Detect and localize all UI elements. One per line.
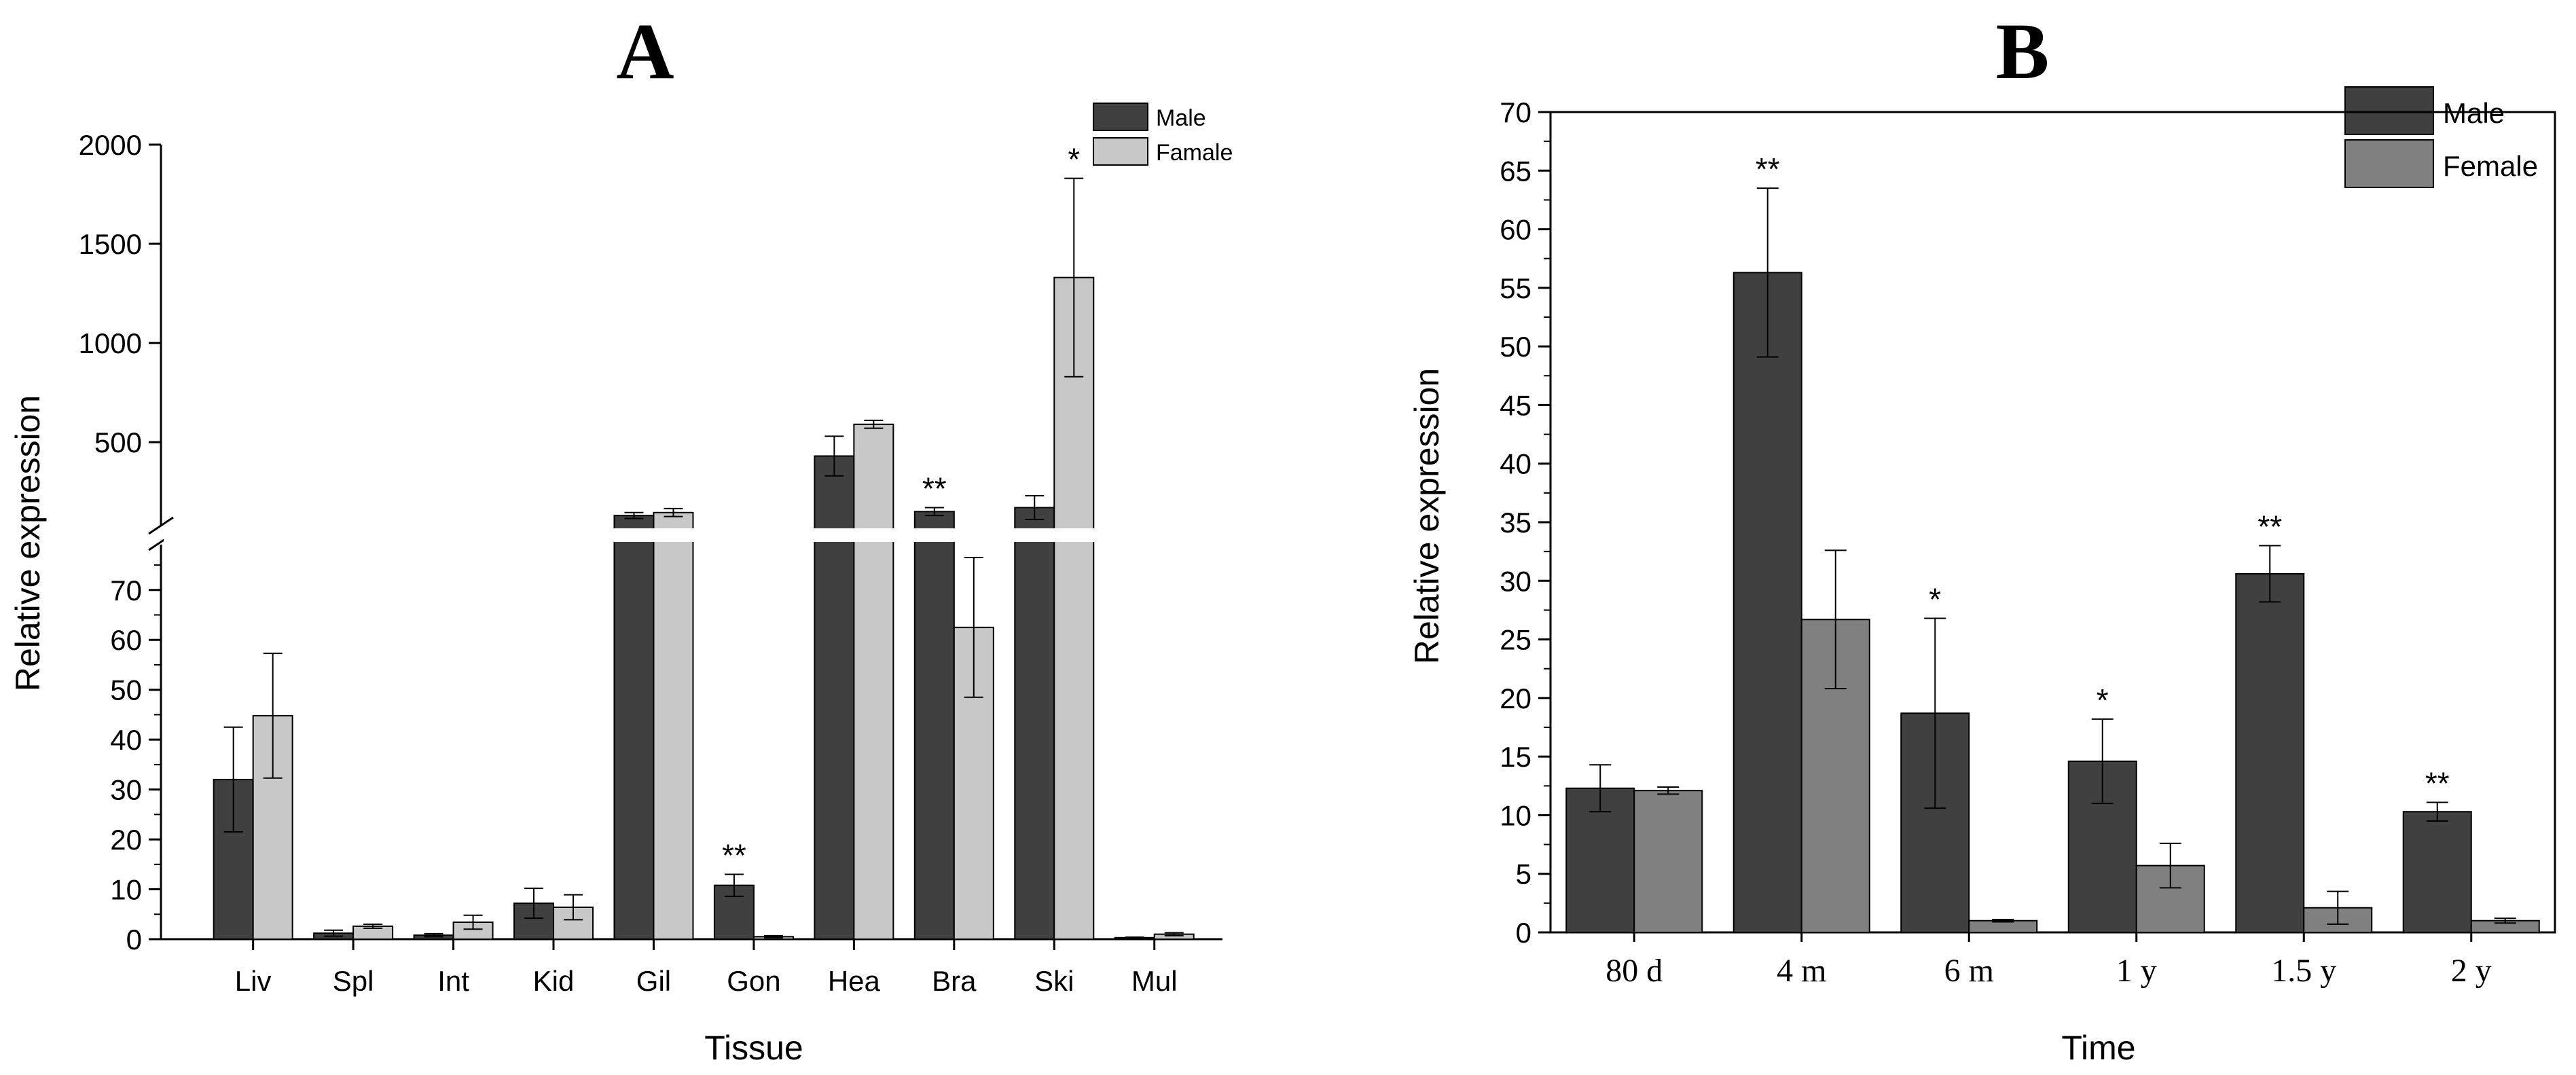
panel-a-y-tick-label: 60 xyxy=(110,624,142,656)
panel-a-label: A xyxy=(616,7,674,96)
significance-marker: ** xyxy=(2257,509,2282,545)
x-tick-label-gon: Gon xyxy=(727,965,780,997)
panel-b-y-tick-label: 30 xyxy=(1500,565,1531,597)
panel-b-y-tick-label: 50 xyxy=(1500,331,1531,363)
panel-b-xlabel: Time xyxy=(2061,1029,2135,1067)
panel-b-y-tick-label: 55 xyxy=(1500,272,1531,304)
legend-label-famale: Famale xyxy=(1156,140,1233,166)
panel-a-y-tick-label: 2000 xyxy=(79,129,142,161)
x-tick-label-int: Int xyxy=(437,965,469,997)
bar-famale-gil xyxy=(653,511,694,940)
panel-a-y-tick-label: 40 xyxy=(110,724,142,756)
panel-a-y-tick-label: 30 xyxy=(110,774,142,806)
panel-b-y-tick-label: 5 xyxy=(1516,858,1531,890)
panel-b-y-tick-label: 70 xyxy=(1500,96,1531,128)
panel-a-y-tick-label: 1500 xyxy=(79,228,142,260)
significance-marker: ** xyxy=(2425,765,2450,801)
significance-marker: * xyxy=(1929,582,1941,617)
legend-swatch-male xyxy=(2344,86,2434,135)
bar-male-2-y xyxy=(2402,811,2472,934)
panel-b-y-tick-label: 35 xyxy=(1500,507,1531,539)
legend-swatch-female xyxy=(2344,139,2434,188)
panel-b-y-tick-label: 0 xyxy=(1516,917,1531,949)
legend-swatch-famale xyxy=(1093,137,1148,166)
panel-a-y-tick-label: 1000 xyxy=(79,327,142,359)
x-tick-label-6-m: 6 m xyxy=(1944,953,1994,989)
x-tick-label-bra: Bra xyxy=(932,965,977,997)
panel-a-y-tick-label: 0 xyxy=(126,924,142,955)
panel-b-y-tick-label: 10 xyxy=(1500,799,1531,831)
legend-swatch-male xyxy=(1093,103,1148,131)
significance-marker: ** xyxy=(922,471,947,506)
panel-a-y-tick-label: 10 xyxy=(110,874,142,906)
panel-b-y-tick-label: 40 xyxy=(1500,448,1531,480)
x-tick-label-gil: Gil xyxy=(636,965,671,997)
panel-b-y-tick-label: 45 xyxy=(1500,389,1531,421)
panel-b-y-tick-label: 15 xyxy=(1500,741,1531,773)
panel-a-axis-break-mark xyxy=(148,516,174,535)
bar-male-bra xyxy=(913,511,955,940)
significance-marker: * xyxy=(1068,142,1080,177)
x-tick-label-2-y: 2 y xyxy=(2451,953,2492,989)
panel-a-y-tick-label: 50 xyxy=(110,674,142,706)
panel-b-label: B xyxy=(1996,7,2050,96)
legend-label-female: Female xyxy=(2443,150,2538,182)
panel-a-y-tick-label: 500 xyxy=(94,426,142,458)
panel-b-y-tick-label: 25 xyxy=(1500,624,1531,656)
x-tick-label-4-m: 4 m xyxy=(1777,953,1826,989)
panel-b-legend: Male Female xyxy=(2344,86,2538,188)
panel-a-xlabel: Tissue xyxy=(704,1029,803,1067)
x-tick-label-kid: Kid xyxy=(533,965,575,997)
x-tick-label-ski: Ski xyxy=(1034,965,1074,997)
bar-female-80-d xyxy=(1633,790,1703,934)
bar-male-1-5-y xyxy=(2235,572,2305,933)
x-tick-label-80-d: 80 d xyxy=(1606,953,1663,989)
bar-famale-hea xyxy=(853,423,894,940)
panel-a: A Tissue Relative expression Male Famale… xyxy=(9,7,1233,1067)
significance-marker: ** xyxy=(1756,151,1780,187)
panel-b-y-tick-label: 20 xyxy=(1500,682,1531,714)
x-tick-label-liv: Liv xyxy=(235,965,272,997)
panel-a-ylabel: Relative expression xyxy=(9,395,47,691)
bar-male-gil xyxy=(613,515,655,940)
bar-famale-ski xyxy=(1053,276,1095,940)
bar-male-ski xyxy=(1014,507,1055,940)
x-tick-label-mul: Mul xyxy=(1131,965,1178,997)
x-tick-label-1-y: 1 y xyxy=(2116,953,2157,989)
x-tick-label-hea: Hea xyxy=(828,965,881,997)
panel-b: B Time Relative expression Male Female 0… xyxy=(1408,7,2556,1067)
panel-a-y-tick-label: 70 xyxy=(110,575,142,606)
bar-male-4-m xyxy=(1733,272,1802,933)
panel-b-y-tick-label: 65 xyxy=(1500,155,1531,187)
panel-a-break-band xyxy=(164,528,1222,542)
x-tick-label-spl: Spl xyxy=(333,965,374,997)
significance-marker: * xyxy=(2097,682,2109,718)
significance-marker: ** xyxy=(722,838,746,873)
panel-a-y-tick-label: 20 xyxy=(110,824,142,856)
panel-b-ylabel: Relative expression xyxy=(1408,368,1446,664)
x-tick-label-1-5-y: 1.5 y xyxy=(2271,953,2336,989)
legend-label-male: Male xyxy=(1156,105,1206,131)
panel-b-y-tick-label: 60 xyxy=(1500,214,1531,246)
panel-a-legend: Male Famale xyxy=(1093,103,1233,166)
